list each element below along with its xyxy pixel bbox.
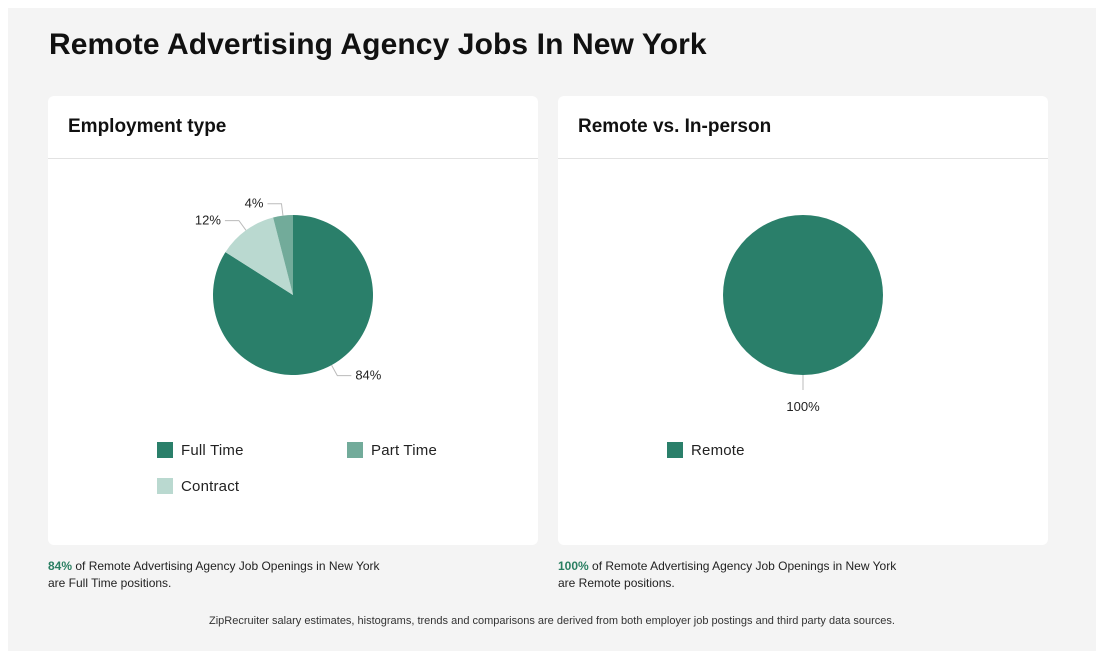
remote-caption-percent: 100% [558, 559, 589, 573]
pie-leader-line-part-time [267, 203, 284, 216]
remote-vs-in-person-card: Remote vs. In-person 100% Remote [558, 96, 1048, 545]
legend-swatch-remote [667, 442, 683, 458]
pie-label-part-time: 4% [245, 196, 264, 211]
employment-type-card: Employment type 84% 12% 4% Full Time Part … [48, 96, 538, 545]
legend-swatch-contract [157, 478, 173, 494]
pie-slice-full-time [213, 215, 374, 375]
employment-type-pie-chart: 84% 12% 4% [195, 196, 382, 383]
legend-item-remote: Remote [667, 441, 745, 459]
pie-slice-remote [723, 215, 883, 375]
legend-label-full-time: Full Time [181, 441, 244, 459]
page-frame: Remote Advertising Agency Jobs In New Yo… [8, 8, 1096, 651]
legend-swatch-part-time [347, 442, 363, 458]
legend-label-contract: Contract [181, 477, 240, 495]
pie-leader-line-contract [224, 220, 247, 231]
pie-label-remote: 100% [786, 399, 820, 414]
pie-label-full-time: 84% [355, 368, 381, 383]
legend-item-contract: Contract [157, 477, 239, 495]
legend-item-part-time: Part Time [347, 441, 437, 459]
footer-disclaimer: ZipRecruiter salary estimates, histogram… [209, 615, 895, 627]
employment-type-title: Employment type [48, 96, 538, 159]
remote-caption: 100% of Remote Advertising Agency Job Op… [558, 558, 898, 592]
page-title: Remote Advertising Agency Jobs In New Yo… [49, 28, 707, 61]
remote-caption-text: of Remote Advertising Agency Job Opening… [558, 559, 897, 590]
remote-vs-in-person-title: Remote vs. In-person [558, 96, 1048, 159]
legend-label-remote: Remote [691, 441, 745, 459]
pie-slice-part-time [273, 215, 293, 295]
legend-swatch-full-time [157, 442, 173, 458]
pie-label-contract: 12% [195, 213, 221, 228]
employment-caption-percent: 84% [48, 559, 73, 573]
employment-caption: 84% of Remote Advertising Agency Job Ope… [48, 558, 388, 592]
remote-vs-in-person-pie-chart: 100% [723, 215, 883, 414]
pie-slice-contract [225, 217, 293, 295]
legend-label-part-time: Part Time [371, 441, 437, 459]
pie-leader-line-full-time [331, 364, 352, 377]
legend-item-full-time: Full Time [157, 441, 244, 459]
employment-caption-text: of Remote Advertising Agency Job Opening… [48, 559, 380, 590]
